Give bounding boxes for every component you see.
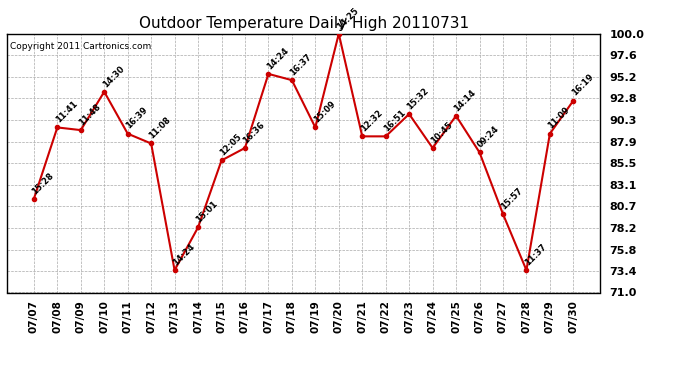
Text: 11:41: 11:41 xyxy=(54,99,79,124)
Text: 11:48: 11:48 xyxy=(77,102,103,128)
Text: 15:01: 15:01 xyxy=(195,199,219,225)
Text: 12:32: 12:32 xyxy=(359,108,384,134)
Text: 11:37: 11:37 xyxy=(523,242,548,267)
Text: 12:05: 12:05 xyxy=(218,132,243,158)
Text: 16:37: 16:37 xyxy=(288,52,313,77)
Title: Outdoor Temperature Daily High 20110731: Outdoor Temperature Daily High 20110731 xyxy=(139,16,469,31)
Text: Copyright 2011 Cartronics.com: Copyright 2011 Cartronics.com xyxy=(10,42,151,51)
Text: 16:51: 16:51 xyxy=(382,108,408,134)
Text: 16:19: 16:19 xyxy=(570,73,595,98)
Text: 11:08: 11:08 xyxy=(148,116,172,141)
Text: 16:36: 16:36 xyxy=(241,120,266,145)
Text: 11:09: 11:09 xyxy=(546,106,571,131)
Text: 10:45: 10:45 xyxy=(429,120,454,145)
Text: 14:24: 14:24 xyxy=(171,242,197,267)
Text: 15:28: 15:28 xyxy=(30,171,56,196)
Text: 15:32: 15:32 xyxy=(406,86,431,111)
Text: 15:09: 15:09 xyxy=(312,99,337,124)
Text: 16:39: 16:39 xyxy=(124,106,149,131)
Text: 15:57: 15:57 xyxy=(500,186,524,211)
Text: 14:14: 14:14 xyxy=(453,88,478,113)
Text: 09:24: 09:24 xyxy=(476,124,501,150)
Text: 14:25: 14:25 xyxy=(335,6,361,31)
Text: 14:30: 14:30 xyxy=(101,64,126,89)
Text: 14:24: 14:24 xyxy=(265,46,290,71)
